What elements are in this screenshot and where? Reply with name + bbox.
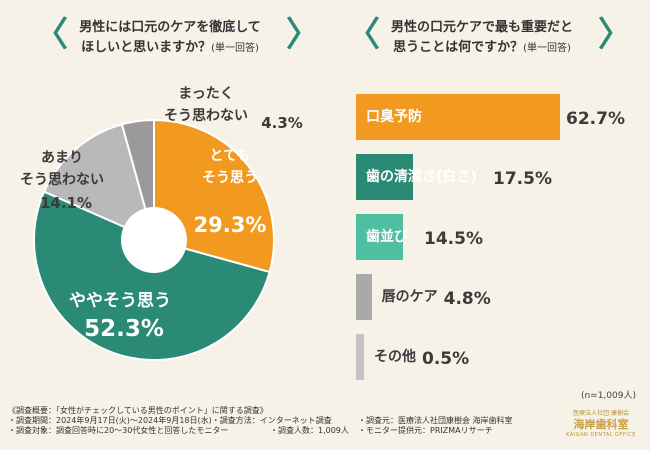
clinic-logo: 医療法人社団 康樹会 海岸歯科室 KAIGAN DENTAL OFFICE xyxy=(560,410,642,444)
left-title-line2: ほしいと思いますか？ xyxy=(81,39,212,55)
bar-whiteness xyxy=(356,154,413,200)
bar-label-alignment: 歯並び xyxy=(366,229,408,245)
pie-chart: とてもそう思う29.3%ややそう思う52.3%あまりそう思わない14.1%まった… xyxy=(20,86,303,361)
left-title-note: (単一回答) xyxy=(211,42,259,54)
left-title-bracket-close: 〉 xyxy=(286,15,320,55)
bar-label-other: その他 xyxy=(374,349,416,365)
pie-value-strongly-disagree: 4.3% xyxy=(261,114,303,132)
bar-value-other: 0.5% xyxy=(422,349,470,369)
pie-label-somewhat-agree-0: ややそう思う xyxy=(69,291,171,311)
survey-footer: 《調査概要：「女性がチェックしている男性のポイント」に関する調査》 ・調査期間：… xyxy=(8,406,513,436)
bar-label-whiteness: 歯の清潔さ(白さ) xyxy=(366,169,477,185)
right-title-bracket-close: 〉 xyxy=(598,15,632,55)
pie-label-somewhat-disagree-1: そう思わない xyxy=(20,172,104,188)
left-chart-title: 男性には口元のケアを徹底して ほしいと思いますか？(単一回答) xyxy=(60,8,280,68)
pie-label-strongly-disagree-1: そう思わない xyxy=(164,108,248,124)
bar-value-alignment: 14.5% xyxy=(424,229,483,249)
pie-value-very-agree: 29.3% xyxy=(194,213,267,237)
pie-label-somewhat-disagree-0: あまり xyxy=(41,150,83,166)
bar-value-bad-breath: 62.7% xyxy=(566,109,625,129)
footer-monitor: ・モニター提供元：PRIZMAリサーチ xyxy=(358,426,493,435)
right-title-line1: 男性の口元ケアで最も重要だと xyxy=(390,19,573,35)
sample-size-note: (n=1,009人) xyxy=(580,391,636,401)
pie-center-hole xyxy=(122,208,186,272)
pie-label-very-agree-1: そう思う xyxy=(202,170,258,186)
pie-label-strongly-disagree-0: まったく xyxy=(178,86,233,102)
right-chart-title: 男性の口元ケアで最も重要だと 思うことは何ですか？(単一回答) xyxy=(372,8,592,68)
pie-value-somewhat-agree: 52.3% xyxy=(84,316,164,342)
right-title-bracket-open: 〈 xyxy=(346,15,380,55)
bar-value-whiteness: 17.5% xyxy=(493,169,552,189)
pie-label-very-agree-0: とても xyxy=(210,148,251,164)
left-title-bracket-open: 〈 xyxy=(34,15,68,55)
footer-line1: 《調査概要：「女性がチェックしている男性のポイント」に関する調査》 xyxy=(8,406,268,415)
logo-sub: 医療法人社団 康樹会 xyxy=(573,410,629,417)
footer-period-method: ・調査期間：2024年9月17日(火)〜2024年9月18日(水)・調査方法：イ… xyxy=(8,416,332,425)
bar-lips xyxy=(356,274,372,320)
footer-source: ・調査元：医療法人社団康樹会 海岸歯科室 xyxy=(358,416,513,425)
bar-chart: 口臭予防 62.7% 歯の清潔さ(白さ) 17.5% 歯並び 14.5% 唇のケア 4.8% そ… xyxy=(356,82,646,382)
bar-alignment xyxy=(356,214,404,260)
left-title-line1: 男性には口元のケアを徹底して xyxy=(79,19,261,35)
bar-other xyxy=(356,334,364,380)
right-title-line2: 思うことは何ですか？ xyxy=(393,39,524,55)
bar-value-lips: 4.8% xyxy=(443,289,491,309)
bar-label-bad-breath: 口臭予防 xyxy=(366,109,422,125)
bar-bad-breath xyxy=(356,94,560,140)
right-title-note: (単一回答) xyxy=(523,42,571,54)
bar-label-lips: 唇のケア xyxy=(381,289,438,305)
footer-target: ・調査対象：調査回答時に20〜30代女性と回答したモニター xyxy=(8,426,229,435)
logo-main: 海岸歯科室 xyxy=(573,418,629,431)
footer-count: ・調査人数：1,009人 xyxy=(270,426,349,435)
logo-en: KAIGAN DENTAL OFFICE xyxy=(566,432,636,438)
pie-value-somewhat-disagree: 14.1% xyxy=(40,194,92,212)
